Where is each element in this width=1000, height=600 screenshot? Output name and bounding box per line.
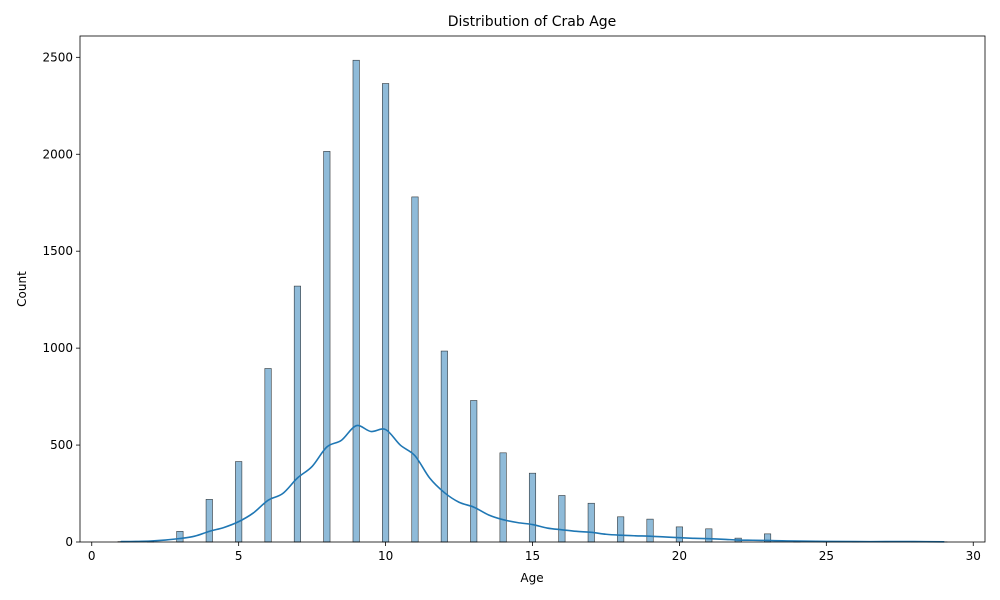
y-axis-title: Count [15, 271, 29, 307]
histogram-bar [235, 461, 243, 543]
chart-title: Distribution of Crab Age [448, 14, 617, 30]
histogram-bar [205, 499, 213, 543]
histogram-bar [323, 151, 331, 543]
histogram-bar [440, 350, 448, 543]
histogram-bar [617, 516, 625, 543]
histogram-bar [528, 472, 537, 543]
y-tick-label: 2500 [42, 50, 73, 64]
x-tick-label: 5 [235, 549, 243, 563]
x-axis-title: Age [520, 571, 543, 585]
histogram-bar [293, 285, 301, 543]
y-tick-label: 1000 [42, 341, 73, 355]
histogram-bar [352, 59, 360, 543]
x-tick-label: 10 [378, 549, 393, 563]
kde-line [120, 424, 945, 543]
histogram-bar [264, 368, 272, 543]
histogram-bar [382, 83, 390, 543]
x-tick-label: 30 [966, 549, 981, 563]
x-tick-label: 20 [672, 549, 687, 563]
histogram-bar [587, 502, 595, 543]
x-tick-label: 25 [819, 549, 834, 563]
y-tick-label: 500 [50, 438, 73, 452]
histogram-bar [499, 452, 507, 543]
histogram-bar [558, 495, 566, 543]
histogram-bar [675, 526, 683, 543]
plot-area-frame [79, 35, 986, 543]
x-axis-ticks: 0 5 10 15 20 25 30 [88, 542, 981, 563]
x-tick-label: 0 [88, 549, 96, 563]
y-tick-label: 0 [65, 535, 73, 549]
kde-curve-layer [120, 424, 945, 543]
histogram-bar [646, 518, 654, 543]
y-tick-label: 2000 [42, 147, 73, 161]
histogram-bar [705, 528, 713, 543]
histogram-bar [176, 531, 184, 543]
histogram-bar [470, 400, 478, 543]
x-tick-label: 15 [525, 549, 540, 563]
y-tick-label: 1500 [42, 244, 73, 258]
histogram-bar [411, 196, 419, 543]
y-axis-ticks: 0 500 1000 1500 2000 2500 [42, 50, 80, 549]
histogram-bars [117, 59, 948, 543]
